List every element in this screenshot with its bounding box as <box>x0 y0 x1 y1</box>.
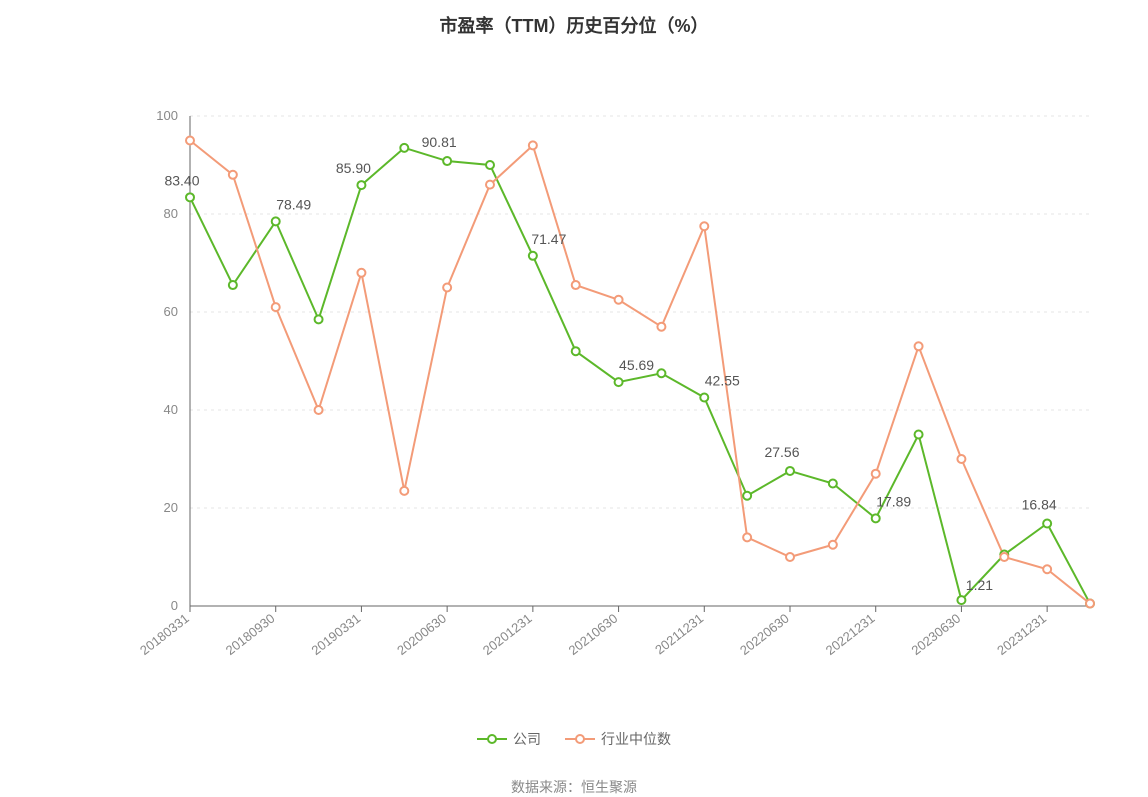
series-marker <box>186 193 194 201</box>
series-marker <box>957 455 965 463</box>
value-label: 17.89 <box>876 493 911 509</box>
series-line <box>190 148 1090 604</box>
x-tick-label: 20220630 <box>737 611 792 658</box>
series-marker <box>700 222 708 230</box>
chart-container: 市盈率（TTM）历史百分位（%） 0 20 40 60 80 100 20180331 201… <box>0 0 1148 776</box>
value-label: 90.81 <box>422 134 457 150</box>
value-label: 42.55 <box>705 373 740 389</box>
series-marker <box>1043 565 1051 573</box>
series-marker <box>486 161 494 169</box>
series-marker <box>357 269 365 277</box>
series-marker <box>572 347 580 355</box>
value-label: 1.21 <box>966 577 993 593</box>
value-label: 71.47 <box>531 231 566 247</box>
x-tick-label: 20190331 <box>308 611 363 658</box>
value-label: 45.69 <box>619 357 654 373</box>
value-label: 85.90 <box>336 160 371 176</box>
series-marker <box>872 514 880 522</box>
y-tick-label: 100 <box>156 108 178 123</box>
series-marker <box>700 394 708 402</box>
legend-swatch <box>477 732 507 746</box>
series-marker <box>529 252 537 260</box>
series-marker <box>272 217 280 225</box>
series-marker <box>915 431 923 439</box>
x-tick-label: 20221231 <box>823 611 878 658</box>
series-marker <box>1000 553 1008 561</box>
series-marker <box>229 281 237 289</box>
series-marker <box>400 144 408 152</box>
series-marker <box>572 281 580 289</box>
x-tick-label: 20180930 <box>223 611 278 658</box>
x-tick-label: 20201231 <box>480 611 535 658</box>
series-marker <box>357 181 365 189</box>
series-marker <box>615 296 623 304</box>
x-tick-label: 20180331 <box>137 611 192 658</box>
series-marker <box>743 533 751 541</box>
series-marker <box>786 467 794 475</box>
legend-item: 行业中位数 <box>565 729 671 749</box>
series-marker <box>829 541 837 549</box>
y-tick-label: 40 <box>164 402 178 417</box>
series-marker <box>915 342 923 350</box>
series-marker <box>229 171 237 179</box>
x-tick-label: 20211231 <box>652 611 706 658</box>
y-tick-label: 60 <box>164 304 178 319</box>
chart-title: 市盈率（TTM）历史百分位（%） <box>0 0 1148 38</box>
series-marker <box>315 315 323 323</box>
legend: 公司 行业中位数 <box>0 729 1148 749</box>
series-marker <box>486 181 494 189</box>
series-marker <box>443 157 451 165</box>
y-tick-label: 80 <box>164 206 178 221</box>
value-label: 27.56 <box>764 444 799 460</box>
series-marker <box>957 596 965 604</box>
x-tick-label: 20200630 <box>394 611 449 658</box>
data-source: 数据来源：恒生聚源 <box>0 777 1148 797</box>
series-marker <box>529 141 537 149</box>
x-tick-label: 20231231 <box>994 611 1049 658</box>
series-marker <box>657 323 665 331</box>
y-tick-label: 0 <box>171 598 178 613</box>
series-marker <box>786 553 794 561</box>
series-marker <box>872 470 880 478</box>
series-marker <box>315 406 323 414</box>
series-marker <box>657 369 665 377</box>
series-marker <box>400 487 408 495</box>
value-label: 16.84 <box>1022 496 1057 512</box>
y-tick-label: 20 <box>164 500 178 515</box>
legend-label: 行业中位数 <box>601 729 671 749</box>
value-label: 78.49 <box>276 196 311 212</box>
legend-swatch <box>565 732 595 746</box>
value-label: 83.40 <box>164 172 199 188</box>
legend-item: 公司 <box>477 729 541 749</box>
series-marker <box>743 492 751 500</box>
series-marker <box>1043 519 1051 527</box>
series-marker <box>1086 600 1094 608</box>
legend-label: 公司 <box>513 729 541 749</box>
pe-ttm-percentile-chart: 0 20 40 60 80 100 20180331 20180930 20190331 2020… <box>0 38 1148 721</box>
series-marker <box>615 378 623 386</box>
series-marker <box>272 303 280 311</box>
series-marker <box>443 284 451 292</box>
x-tick-label: 20230630 <box>908 611 963 658</box>
x-tick-label: 20210630 <box>566 611 621 658</box>
series-marker <box>186 137 194 145</box>
series-marker <box>829 480 837 488</box>
